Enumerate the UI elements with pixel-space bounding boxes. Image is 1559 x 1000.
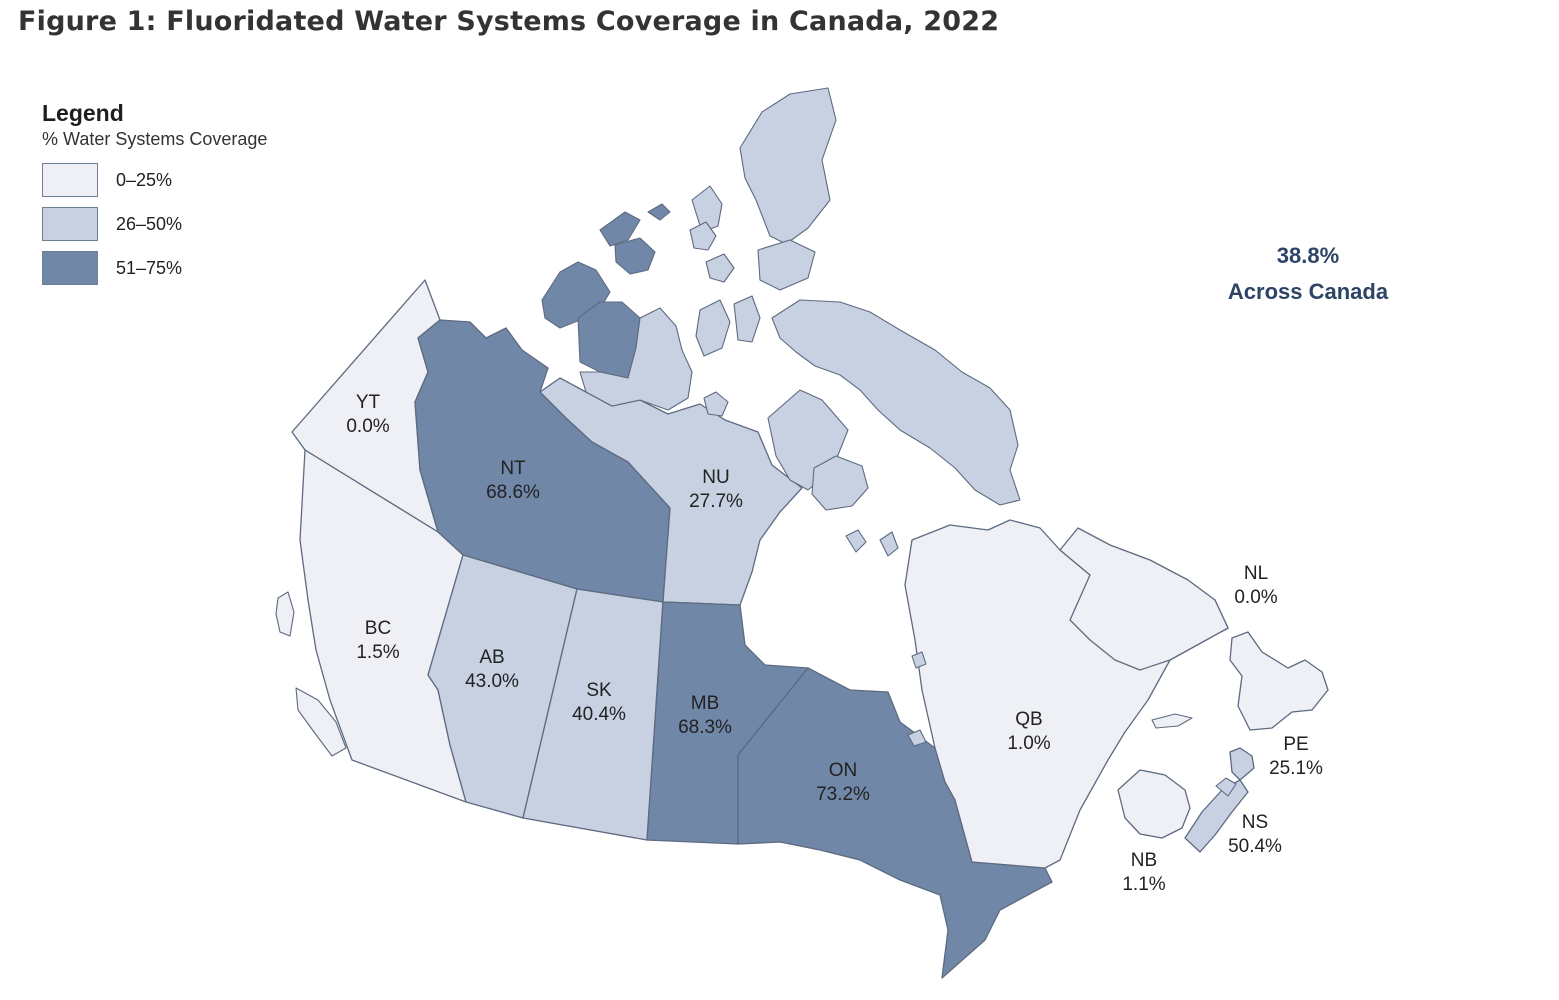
label-ns: NS 50.4% — [1228, 812, 1282, 857]
island-cornwallis — [705, 253, 735, 283]
label-bc: BC 1.5% — [356, 618, 399, 663]
legend-item-mid: 26–50% — [42, 202, 267, 246]
label-code-qb: QB — [1015, 709, 1042, 730]
region-nb[interactable] — [1117, 769, 1191, 839]
legend-title: Legend — [42, 100, 124, 126]
label-ab: AB 43.0% — [465, 647, 519, 692]
label-value-yt: 0.0% — [346, 416, 389, 437]
region-ns[interactable] — [1184, 779, 1249, 853]
legend-swatch-mid — [42, 207, 98, 241]
label-qb: QB 1.0% — [1007, 709, 1050, 754]
label-code-ab: AB — [479, 647, 504, 668]
legend-swatch-high — [42, 251, 98, 285]
label-value-mb: 68.3% — [678, 717, 732, 738]
label-mb: MB 68.3% — [678, 693, 732, 738]
island-haida-gwaii — [275, 591, 295, 637]
label-code-mb: MB — [691, 693, 720, 714]
island-devon — [757, 239, 816, 291]
label-value-ns: 50.4% — [1228, 836, 1282, 857]
island-anticosti — [1151, 713, 1193, 729]
island-somerset — [695, 299, 731, 357]
island-small-nt — [647, 203, 671, 221]
island-prince-patrick — [614, 237, 656, 275]
legend-label-mid: 26–50% — [116, 213, 183, 234]
legend-item-low: 0–25% — [42, 158, 267, 202]
label-code-on: ON — [829, 760, 858, 781]
national-coverage-label: Across Canada — [1227, 279, 1389, 304]
legend-subtitle: % Water Systems Coverage — [42, 129, 268, 149]
label-sk: SK 40.4% — [572, 680, 626, 725]
island-akimiski — [907, 729, 927, 747]
label-on: ON 73.2% — [816, 760, 870, 805]
label-value-nb: 1.1% — [1122, 874, 1165, 895]
region-pe[interactable] — [1229, 747, 1255, 781]
island-belcher — [911, 651, 927, 669]
figure-title: Figure 1: Fluoridated Water Systems Cove… — [18, 6, 1000, 37]
label-code-nt: NT — [500, 458, 526, 479]
label-value-qb: 1.0% — [1007, 733, 1050, 754]
label-code-bc: BC — [365, 618, 391, 639]
label-value-bc: 1.5% — [356, 642, 399, 663]
label-value-on: 73.2% — [816, 784, 870, 805]
island-baffin — [771, 299, 1021, 506]
island-vancouver — [295, 687, 347, 757]
label-code-nb: NB — [1131, 850, 1157, 871]
island-bathurst — [689, 221, 717, 251]
label-code-pe: PE — [1283, 734, 1308, 755]
island-cape-breton — [1215, 777, 1237, 797]
map-legend: Legend % Water Systems Coverage 0–25% 26… — [42, 100, 267, 290]
island-ellesmere — [739, 87, 837, 245]
label-value-nl: 0.0% — [1234, 587, 1277, 608]
label-value-nt: 68.6% — [486, 482, 540, 503]
island-king-william — [703, 391, 729, 417]
label-code-nu: NU — [702, 467, 729, 488]
island-coats — [845, 529, 867, 553]
legend-swatch-low — [42, 163, 98, 197]
label-code-nl: NL — [1244, 563, 1268, 584]
label-nu: NU 27.7% — [689, 467, 743, 512]
island-mansel — [879, 531, 899, 557]
legend-item-high: 51–75% — [42, 246, 267, 290]
island-southampton — [811, 455, 869, 511]
label-code-ns: NS — [1242, 812, 1268, 833]
legend-label-high: 51–75% — [116, 257, 183, 278]
island-victoria-nu — [579, 307, 693, 411]
region-nl-island[interactable] — [1229, 631, 1329, 731]
label-code-yt: YT — [356, 392, 381, 413]
label-value-pe: 25.1% — [1269, 758, 1323, 779]
label-yt: YT 0.0% — [346, 392, 389, 437]
label-code-sk: SK — [586, 680, 612, 701]
label-pe: PE 25.1% — [1269, 734, 1323, 779]
island-melville-nt — [599, 211, 641, 247]
label-nb: NB 1.1% — [1122, 850, 1165, 895]
label-value-ab: 43.0% — [465, 671, 519, 692]
region-nl-labrador[interactable] — [1059, 527, 1229, 671]
island-prince-of-wales — [733, 295, 761, 343]
national-coverage: 38.8% Across Canada — [1190, 238, 1426, 310]
label-value-sk: 40.4% — [572, 704, 626, 725]
legend-label-low: 0–25% — [116, 169, 173, 190]
label-value-nu: 27.7% — [689, 491, 743, 512]
national-coverage-value: 38.8% — [1276, 243, 1340, 268]
label-nt: NT 68.6% — [486, 458, 540, 503]
label-nl: NL 0.0% — [1234, 563, 1277, 608]
